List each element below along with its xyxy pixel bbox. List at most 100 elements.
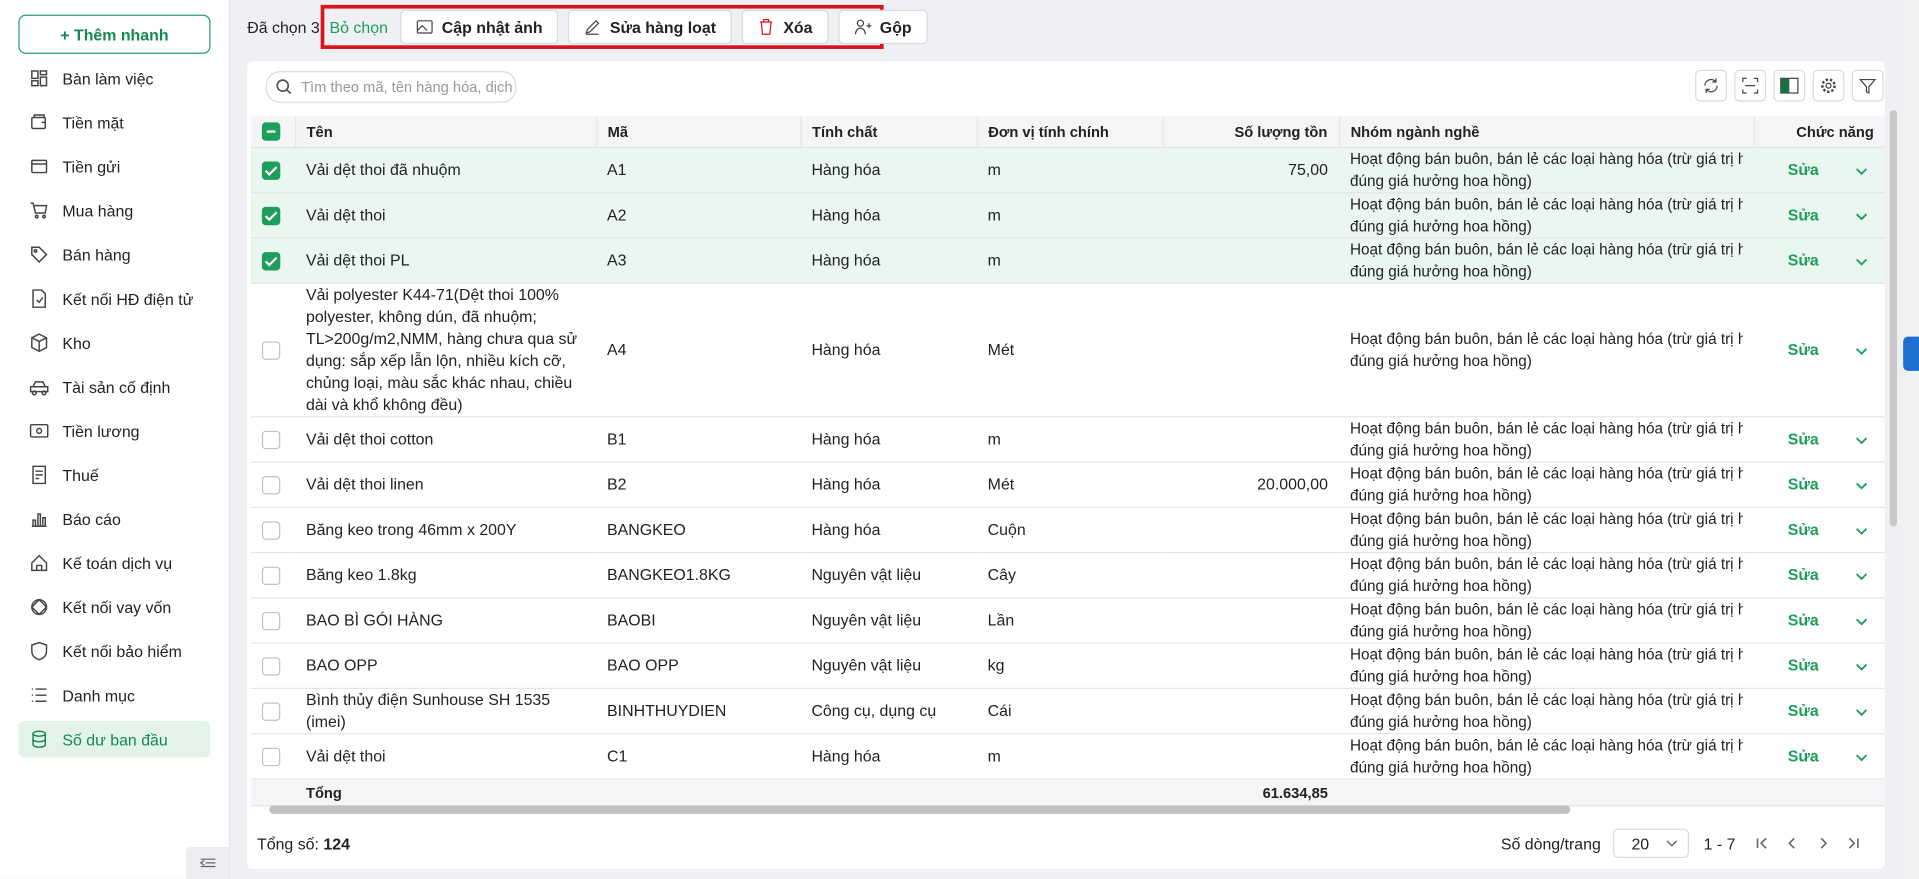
row-checkbox[interactable]	[261, 475, 281, 494]
menu-item[interactable]: Kết nối vay vốn	[18, 589, 210, 626]
edit-link[interactable]: Sửa	[1787, 656, 1819, 675]
page-range: 1 - 7	[1703, 834, 1736, 853]
filter-button[interactable]	[1851, 69, 1884, 102]
menu-item[interactable]: Tiền mặt	[18, 104, 210, 141]
row-checkbox[interactable]	[261, 656, 281, 675]
qty-cell	[1162, 283, 1339, 418]
row-checkbox[interactable]	[261, 251, 281, 270]
table-row: Vải dệt thoi PL A3 Hàng hóa m Hoạt động bán …	[250, 238, 1885, 284]
menu-item[interactable]: Danh mục	[18, 677, 210, 714]
search-placeholder: Tìm theo mã, tên hàng hóa, dịch	[301, 78, 513, 96]
unit-cell: Mét	[976, 462, 1163, 508]
code-cell: A2	[596, 192, 801, 239]
name-cell: Vải dệt thoi	[294, 733, 597, 780]
edit-link[interactable]: Sửa	[1787, 160, 1819, 179]
row-checkbox[interactable]	[261, 520, 281, 540]
expand-button[interactable]	[1855, 251, 1868, 269]
checkbox-cell	[250, 238, 295, 284]
refresh-button[interactable]	[1695, 69, 1727, 102]
checkbox-cell	[250, 507, 295, 554]
expand-button[interactable]	[1855, 340, 1868, 358]
data-table: Tên Mã Tính chất Đơn vị tính chính Số lượng …	[250, 116, 1885, 807]
row-checkbox[interactable]	[261, 747, 281, 766]
collapse-button[interactable]	[186, 846, 229, 879]
settings-button[interactable]	[1812, 69, 1845, 102]
row-checkbox[interactable]	[261, 566, 281, 585]
toolbar-button[interactable]: Sửa hàng loạt	[568, 9, 732, 45]
group-cell: Hoạt động bán buôn, bán lẻ các loại hàng…	[1338, 733, 1754, 780]
toolbar-button[interactable]: Gộp	[838, 9, 928, 45]
group-line: Hoạt động bán buôn, bán lẻ các loại hàng…	[1349, 330, 1743, 348]
expand-button[interactable]	[1855, 565, 1868, 583]
search-input[interactable]: Tìm theo mã, tên hàng hóa, dịch	[265, 70, 517, 103]
menu-item[interactable]: Kế toán dịch vụ	[18, 545, 210, 582]
row-checkbox[interactable]	[261, 611, 281, 630]
kind-cell: Hàng hóa	[800, 192, 977, 239]
menu-item[interactable]: Kết nối HĐ điện tử	[18, 280, 210, 317]
row-checkbox[interactable]	[261, 206, 281, 225]
action-cell: Sửa	[1753, 643, 1885, 690]
deselect-link[interactable]: Bỏ chọn	[329, 17, 388, 37]
edit-link[interactable]: Sửa	[1787, 565, 1819, 584]
menu-item[interactable]: Tiền lương	[18, 412, 210, 449]
horizontal-scrollbar[interactable]	[269, 805, 1571, 814]
rows-per-page-select[interactable]: 20	[1613, 828, 1689, 858]
total-blank	[250, 779, 295, 807]
table-scroll-thumb[interactable]	[1889, 110, 1898, 527]
expand-button[interactable]	[1855, 206, 1868, 224]
excel-button[interactable]	[1773, 69, 1806, 102]
menu-label: Kế toán dịch vụ	[62, 553, 173, 573]
edit-link[interactable]: Sửa	[1787, 340, 1819, 359]
menu-label: Tiền mặt	[62, 113, 124, 132]
row-checkbox[interactable]	[261, 160, 281, 180]
row-checkbox[interactable]	[261, 701, 281, 721]
unit-cell: m	[976, 147, 1163, 194]
edit-link[interactable]: Sửa	[1787, 520, 1819, 539]
group-cell: Hoạt động bán buôn, bán lẻ các loại hàng…	[1338, 462, 1754, 508]
kind-cell: Nguyên vật liệu	[800, 597, 977, 644]
edit-link[interactable]: Sửa	[1787, 429, 1819, 448]
expand-button[interactable]	[1855, 430, 1868, 448]
menu-item[interactable]: Báo cáo	[18, 501, 210, 538]
menu-item[interactable]: Kết nối bảo hiểm	[18, 633, 210, 670]
edit-link[interactable]: Sửa	[1787, 205, 1819, 224]
expand-button[interactable]	[1855, 520, 1868, 538]
total-blank	[596, 779, 1163, 807]
expand-button[interactable]	[1855, 160, 1868, 178]
expand-button[interactable]	[1855, 747, 1868, 765]
group-line: đúng giá hưởng hoa hồng)	[1349, 172, 1532, 190]
menu-item[interactable]: Bàn làm việc	[18, 60, 210, 97]
action-cell: Sửa	[1753, 733, 1885, 780]
pager-buttons[interactable]	[1753, 835, 1875, 852]
menu-item[interactable]: Số dư ban đầu	[18, 720, 211, 758]
select-all-checkbox[interactable]	[261, 122, 281, 141]
quick-add-button[interactable]: + Thêm nhanh	[18, 14, 211, 54]
menu-item[interactable]: Tài sản cố định	[18, 368, 210, 405]
group-line: Hoạt động bán buôn, bán lẻ các loại hàng…	[1349, 691, 1743, 709]
toolbar-button[interactable]: Xóa	[741, 9, 829, 45]
edit-link[interactable]: Sửa	[1787, 250, 1819, 270]
toolbar-button[interactable]: Cập nhật ảnh	[400, 9, 559, 45]
side-tab[interactable]	[1903, 336, 1919, 371]
scan-button[interactable]	[1734, 69, 1767, 102]
edit-link[interactable]: Sửa	[1787, 701, 1819, 720]
checkbox-cell	[250, 147, 295, 194]
expand-button[interactable]	[1855, 475, 1868, 493]
edit-link[interactable]: Sửa	[1787, 474, 1819, 494]
expand-button[interactable]	[1855, 656, 1868, 674]
row-checkbox[interactable]	[261, 340, 281, 360]
menu-item[interactable]: Bán hàng	[18, 236, 210, 273]
menu-item[interactable]: Mua hàng	[18, 192, 210, 229]
row-checkbox[interactable]	[261, 430, 281, 449]
qty-cell	[1162, 416, 1339, 463]
unit-cell: Cây	[976, 552, 1163, 599]
menu-item[interactable]: Kho	[18, 324, 210, 361]
menu-item[interactable]: Thuế	[18, 457, 210, 494]
expand-button[interactable]	[1855, 701, 1868, 719]
edit-link[interactable]: Sửa	[1787, 746, 1819, 765]
group-line: Hoạt động bán buôn, bán lẻ các loại hàng…	[1349, 195, 1743, 213]
expand-button[interactable]	[1855, 611, 1868, 629]
menu-item[interactable]: Tiền gửi	[18, 148, 210, 185]
edit-link[interactable]: Sửa	[1787, 610, 1819, 630]
